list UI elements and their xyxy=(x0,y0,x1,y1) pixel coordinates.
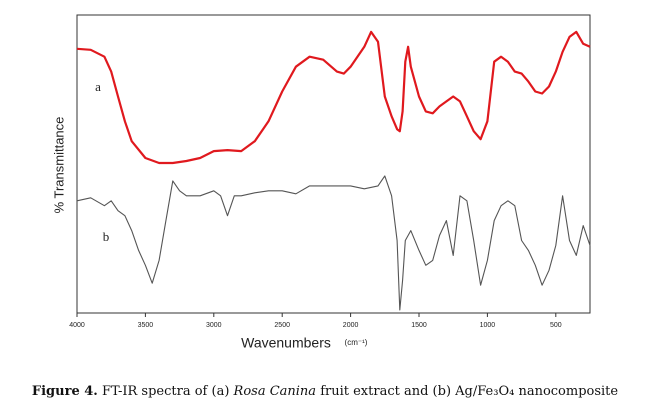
spectrum-line xyxy=(76,30,591,165)
x-tick-label: 2500 xyxy=(274,322,290,329)
x-axis-unit: (cm⁻¹) xyxy=(345,338,368,347)
x-tick-label: 2000 xyxy=(343,322,359,329)
y-axis-label: % Transmittance xyxy=(51,117,66,214)
caption-text: FT-IR spectra of (a) xyxy=(101,384,230,399)
x-tick-label: 3000 xyxy=(206,322,222,329)
x-tick-label: 1500 xyxy=(411,322,427,329)
caption-label: Figure 4. xyxy=(31,384,98,399)
x-axis-label: Wavenumbers xyxy=(241,335,331,351)
plot-frame xyxy=(76,14,591,314)
x-tick-label: 500 xyxy=(550,322,562,329)
x-tick-label: 3500 xyxy=(138,322,154,329)
series-label: a xyxy=(95,79,101,94)
chart: % Transmittance Wavenumbers (cm⁻¹) 4000 3… xyxy=(51,14,591,351)
x-tick-label: 1000 xyxy=(480,322,496,329)
series-label: b xyxy=(103,229,110,244)
caption-text: fruit extract and (b) Ag/Fe₃O₄ nanocompo… xyxy=(320,384,619,399)
caption: Figure 4. FT-IR spectra of (a) Rosa Cani… xyxy=(0,384,650,399)
spectrum-line xyxy=(76,175,591,311)
caption-italic: Rosa Canina xyxy=(233,384,317,399)
x-tick-label: 4000 xyxy=(69,322,85,329)
